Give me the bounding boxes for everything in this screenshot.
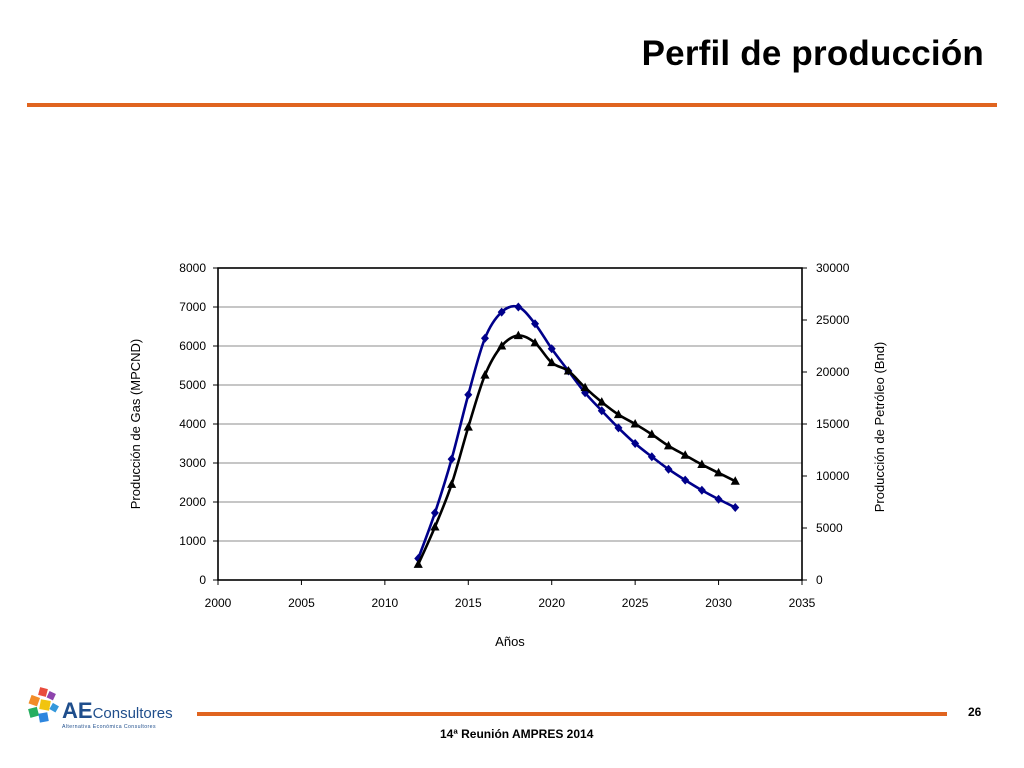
footer-divider xyxy=(197,712,947,716)
y-tick-label: 5000 xyxy=(179,378,206,392)
diamond-marker xyxy=(647,452,656,462)
y2-axis-label: Producción de Petróleo (Bnd) xyxy=(872,342,887,513)
triangle-marker xyxy=(730,476,740,485)
x-tick-label: 2000 xyxy=(205,596,232,610)
y-tick-label: 4000 xyxy=(179,417,206,431)
triangle-marker xyxy=(563,365,573,375)
diamond-marker xyxy=(731,502,740,512)
y2-tick-label: 0 xyxy=(816,573,823,587)
diamond-marker xyxy=(597,406,606,416)
company-logo: AEConsultores Alternativa Económica Cons… xyxy=(28,687,173,730)
diamond-marker xyxy=(531,319,540,329)
chart-ticks: 0 1000 2000 3000 4000 5000 6000 7000 8000 0 5000 10… xyxy=(179,261,849,610)
triangle-marker xyxy=(547,357,557,367)
triangle-marker xyxy=(430,521,440,531)
page-title: Perfil de producción xyxy=(641,34,984,73)
diamond-marker xyxy=(430,508,439,518)
diamond-marker xyxy=(631,439,640,448)
triangle-marker xyxy=(647,429,657,438)
y-tick-label: 6000 xyxy=(179,339,206,353)
production-chart: 0 1000 2000 3000 4000 5000 6000 7000 8000 0 5000 10… xyxy=(128,261,887,649)
chart-grid xyxy=(218,306,802,542)
triangle-marker xyxy=(413,559,423,568)
x-axis-label: Años xyxy=(495,634,525,649)
y2-tick-label: 5000 xyxy=(816,521,843,535)
page-number: 26 xyxy=(968,705,982,719)
diamond-marker xyxy=(464,390,473,400)
triangle-marker xyxy=(597,397,607,406)
y-tick-label: 3000 xyxy=(179,456,206,470)
y2-tick-label: 30000 xyxy=(816,261,850,275)
y-tick-label: 7000 xyxy=(179,300,206,314)
x-tick-label: 2020 xyxy=(538,596,565,610)
y2-tick-label: 25000 xyxy=(816,313,850,327)
diamond-marker xyxy=(547,344,556,354)
triangle-marker xyxy=(480,370,490,379)
logo-mark-icon xyxy=(28,687,59,723)
chart-series xyxy=(413,302,740,568)
diamond-marker xyxy=(681,475,690,485)
triangle-marker xyxy=(447,479,457,488)
diamond-marker xyxy=(514,302,523,312)
x-tick-label: 2015 xyxy=(455,596,482,610)
y-tick-label: 2000 xyxy=(179,495,206,509)
x-tick-label: 2030 xyxy=(705,596,732,610)
logo-wordmark: AEConsultores xyxy=(62,698,173,723)
triangle-marker xyxy=(613,409,624,419)
y2-tick-label: 20000 xyxy=(816,365,850,379)
diamond-marker xyxy=(614,423,623,433)
diamond-marker xyxy=(697,485,706,495)
x-tick-label: 2010 xyxy=(372,596,399,610)
triangle-marker xyxy=(513,330,523,340)
triangle-marker xyxy=(580,382,590,392)
y-tick-label: 8000 xyxy=(179,261,206,275)
diamond-marker xyxy=(447,454,456,464)
diamond-marker xyxy=(664,464,673,474)
y2-tick-label: 10000 xyxy=(816,469,850,483)
triangle-marker xyxy=(463,422,473,431)
triangle-marker xyxy=(663,440,674,450)
triangle-marker xyxy=(680,450,690,459)
diamond-marker xyxy=(480,333,489,343)
triangle-marker xyxy=(497,341,507,350)
logo-tagline: Alternativa Económica Consultores xyxy=(62,724,156,730)
y2-tick-label: 15000 xyxy=(816,417,850,431)
diamond-marker xyxy=(497,307,506,317)
series-line xyxy=(417,334,736,565)
x-tick-label: 2025 xyxy=(622,596,649,610)
x-tick-label: 2005 xyxy=(288,596,315,610)
x-tick-label: 2035 xyxy=(789,596,816,610)
triangle-marker xyxy=(530,337,540,347)
y-tick-label: 1000 xyxy=(179,534,206,548)
y-axis-label: Producción de Gas (MPCND) xyxy=(128,339,143,510)
triangle-marker xyxy=(630,419,640,428)
triangle-marker xyxy=(697,459,707,469)
diamond-marker xyxy=(714,494,723,504)
triangle-marker xyxy=(713,467,724,477)
y-tick-label: 0 xyxy=(199,573,206,587)
footer-caption: 14ª Reunión AMPRES 2014 xyxy=(440,727,594,741)
title-divider xyxy=(27,103,997,107)
